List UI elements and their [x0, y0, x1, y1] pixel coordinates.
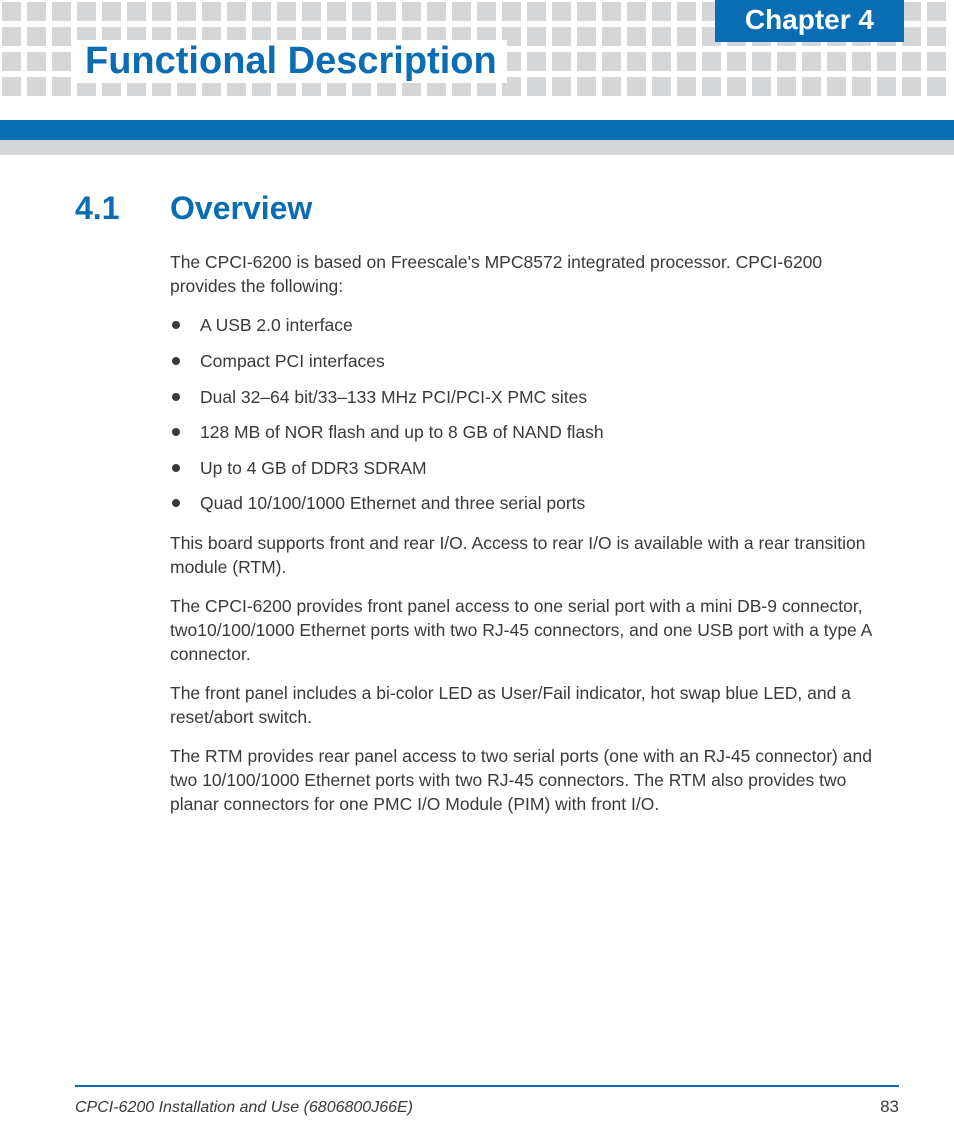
- page-content: 4.1 Overview The CPCI-6200 is based on F…: [0, 155, 954, 816]
- feature-list-item: Compact PCI interfaces: [170, 350, 879, 374]
- feature-list-item: A USB 2.0 interface: [170, 314, 879, 338]
- body-text: The CPCI-6200 is based on Freescale's MP…: [170, 251, 879, 816]
- footer-page-number: 83: [880, 1097, 899, 1117]
- section-title: Overview: [170, 190, 312, 227]
- paragraph-4: The RTM provides rear panel access to tw…: [170, 745, 879, 816]
- footer-row: CPCI-6200 Installation and Use (6806800J…: [75, 1097, 899, 1117]
- header-blue-bar: [0, 120, 954, 140]
- feature-list: A USB 2.0 interface Compact PCI interface…: [170, 314, 879, 516]
- page-footer: CPCI-6200 Installation and Use (6806800J…: [75, 1085, 899, 1117]
- footer-doc-title: CPCI-6200 Installation and Use (6806800J…: [75, 1099, 413, 1117]
- feature-list-item: Dual 32–64 bit/33–133 MHz PCI/PCI-X PMC …: [170, 386, 879, 410]
- footer-rule: [75, 1085, 899, 1087]
- paragraph-2: The CPCI-6200 provides front panel acces…: [170, 595, 879, 666]
- chapter-title: Functional Description: [75, 40, 507, 83]
- section-number: 4.1: [75, 190, 170, 227]
- feature-list-item: Up to 4 GB of DDR3 SDRAM: [170, 457, 879, 481]
- paragraph-1: This board supports front and rear I/O. …: [170, 532, 879, 579]
- feature-list-item: 128 MB of NOR flash and up to 8 GB of NA…: [170, 421, 879, 445]
- paragraph-3: The front panel includes a bi-color LED …: [170, 682, 879, 729]
- feature-list-item: Quad 10/100/1000 Ethernet and three seri…: [170, 492, 879, 516]
- section-heading: 4.1 Overview: [75, 190, 879, 227]
- page-header: Chapter 4 Functional Description: [0, 0, 954, 155]
- header-gray-bar: [0, 140, 954, 155]
- chapter-label: Chapter 4: [715, 0, 904, 42]
- intro-paragraph: The CPCI-6200 is based on Freescale's MP…: [170, 251, 879, 298]
